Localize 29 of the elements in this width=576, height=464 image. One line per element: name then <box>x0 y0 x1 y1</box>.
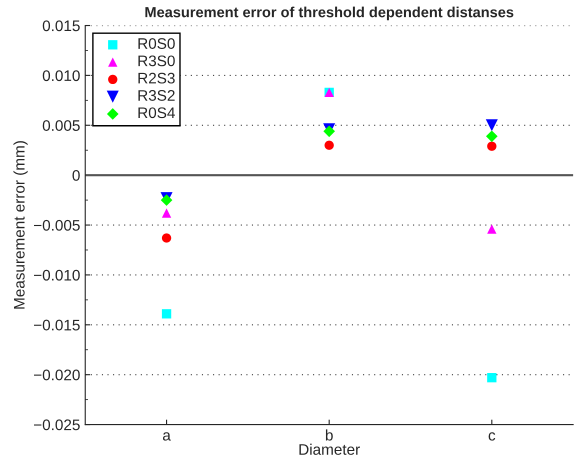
point <box>324 140 334 150</box>
point <box>486 130 498 142</box>
legend-label: R3S2 <box>138 90 175 101</box>
x-axis-title: Diameter <box>299 444 360 455</box>
y-tick-label: 0 <box>72 170 80 181</box>
legend-label: R3S0 <box>138 55 175 66</box>
legend-label: R0S0 <box>138 38 175 49</box>
y-tick-label: −0.015 <box>34 320 80 330</box>
x-tick-label: a <box>162 432 171 441</box>
point <box>487 224 496 234</box>
y-axis-title: Measurement error (mm) <box>13 141 28 309</box>
point <box>487 142 496 151</box>
legend-label: R2S3 <box>138 72 175 84</box>
y-tick-label: 0.010 <box>42 70 80 82</box>
y-tick-label: 0.015 <box>42 20 80 32</box>
point <box>487 373 496 382</box>
chart-title: Measurement error of threshold dependent distanses <box>145 6 514 20</box>
y-tick-label: −0.020 <box>34 370 80 380</box>
y-tick-label: −0.010 <box>34 270 80 281</box>
y-tick-label: −0.025 <box>34 419 80 430</box>
point <box>162 233 172 243</box>
y-tick-label: 0.005 <box>42 120 80 131</box>
x-tick-label: b <box>326 429 333 441</box>
point <box>486 119 498 132</box>
y-tick-label: −0.005 <box>34 220 80 231</box>
legend-label: R0S4 <box>138 107 175 118</box>
x-tick-label: c <box>488 432 496 441</box>
point <box>162 208 172 218</box>
point <box>162 309 172 318</box>
